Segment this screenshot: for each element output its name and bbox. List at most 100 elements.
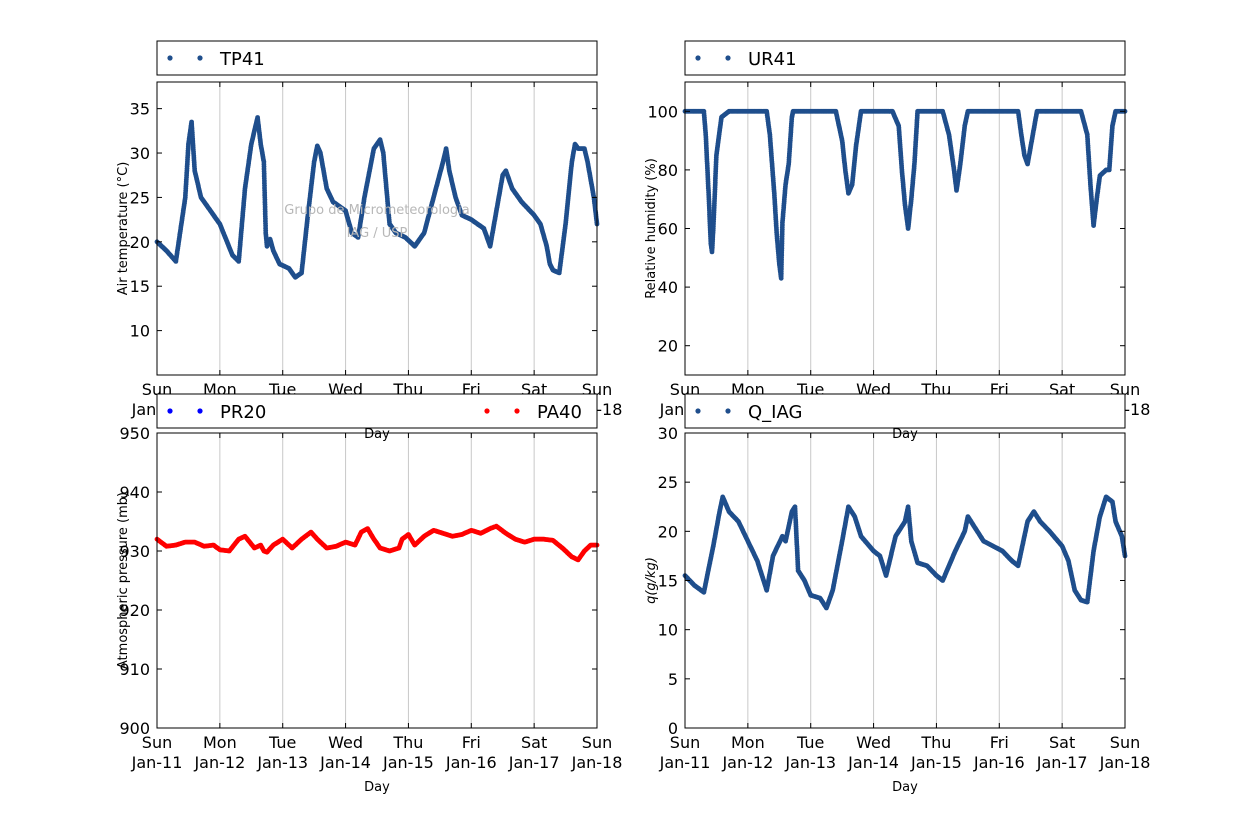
plot-frame <box>156 81 598 376</box>
chart-pressure: 900910920930940950SunJan-11MonJan-12TueJ… <box>116 424 622 795</box>
y-tick-label: 10 <box>130 322 150 341</box>
x-tick-date: Jan-14 <box>847 753 899 772</box>
y-tick-label: 20 <box>658 337 678 356</box>
y-tick-label: 60 <box>658 220 678 239</box>
x-tick-date: Jan-17 <box>508 753 560 772</box>
x-tick-date: Jan-16 <box>445 753 497 772</box>
legend-marker <box>725 55 731 61</box>
legend-humidity: UR41 <box>684 40 1126 76</box>
x-tick-date: Jan-13 <box>784 753 836 772</box>
series-PA40 <box>154 523 600 563</box>
x-axis-label: Day <box>892 780 918 795</box>
plot-frame <box>684 81 1126 376</box>
chart-humidity: 20406080100SunJan-11MonJan-12TueJan-13We… <box>644 81 1150 442</box>
x-tick-weekday: Mon <box>731 733 765 752</box>
legend-temperature: TP41 <box>156 40 598 76</box>
x-tick-weekday: Mon <box>203 733 237 752</box>
y-tick-label: 40 <box>658 278 678 297</box>
y-tick-label: 930 <box>119 542 150 561</box>
x-tick-date: Jan-15 <box>382 753 434 772</box>
chart-specific_humidity: 051015202530SunJan-11MonJan-12TueJan-13W… <box>644 424 1150 795</box>
legend-marker <box>197 55 203 61</box>
x-tick-weekday: Tue <box>796 733 824 752</box>
legend-label: TP41 <box>219 49 265 70</box>
x-tick-date: Jan-11 <box>659 753 711 772</box>
x-tick-weekday: Thu <box>392 733 423 752</box>
y-tick-label: 20 <box>130 233 150 252</box>
y-tick-label: 920 <box>119 601 150 620</box>
y-axis-label: Atmospheric pressure (mb) <box>116 492 131 669</box>
chart-temperature: 101520253035SunJan-11MonJan-12TueJan-13W… <box>116 81 622 442</box>
x-tick-weekday: Sun <box>1110 733 1140 752</box>
x-tick-weekday: Sun <box>582 733 612 752</box>
series-Q_IAG <box>682 494 1128 611</box>
y-tick-label: 15 <box>658 572 678 591</box>
x-tick-date: Jan-14 <box>319 753 371 772</box>
y-tick-label: 0 <box>668 719 678 738</box>
x-axis-label: Day <box>892 427 918 442</box>
legend-marker <box>695 408 701 414</box>
watermark-line2: IAG / USP <box>347 226 408 241</box>
x-tick-date: Jan-17 <box>1036 753 1088 772</box>
y-tick-label: 35 <box>130 100 150 119</box>
legend-box <box>156 393 598 429</box>
legend-box <box>684 40 1126 76</box>
y-tick-label: 950 <box>119 424 150 443</box>
y-axis-label: q(g/kg) <box>644 557 659 604</box>
series-TP41 <box>154 115 600 280</box>
x-tick-date: Jan-12 <box>721 753 773 772</box>
y-tick-label: 910 <box>119 660 150 679</box>
x-tick-weekday: Sun <box>670 733 700 752</box>
y-tick-label: 25 <box>658 473 678 492</box>
legend-marker <box>514 408 520 414</box>
legend-marker <box>484 408 490 414</box>
y-tick-label: 30 <box>658 424 678 443</box>
x-axis-label: Day <box>364 780 390 795</box>
legend-marker <box>725 408 731 414</box>
y-tick-label: 900 <box>119 719 150 738</box>
plot-frame <box>684 432 1126 729</box>
y-axis-label: Air temperature (°C) <box>116 162 131 296</box>
x-axis-label: Day <box>364 427 390 442</box>
legend-label: PA40 <box>537 402 582 423</box>
x-tick-weekday: Fri <box>990 733 1009 752</box>
legend-box <box>156 40 598 76</box>
y-axis-label: Relative humidity (%) <box>644 158 659 299</box>
y-tick-label: 20 <box>658 522 678 541</box>
y-tick-label: 5 <box>668 670 678 689</box>
x-tick-weekday: Wed <box>328 733 363 752</box>
y-tick-label: 30 <box>130 144 150 163</box>
series-UR41 <box>682 108 1128 281</box>
watermark: Grupo de Micrometeorologia IAG / USP <box>284 203 470 241</box>
x-tick-date: Jan-11 <box>131 753 183 772</box>
legend-marker <box>197 408 203 414</box>
x-tick-weekday: Tue <box>268 733 296 752</box>
x-tick-weekday: Fri <box>462 733 481 752</box>
y-tick-label: 80 <box>658 161 678 180</box>
legend-marker <box>167 55 173 61</box>
legend-box <box>684 393 1126 429</box>
watermark-line1: Grupo de Micrometeorologia <box>284 203 470 218</box>
x-tick-weekday: Sat <box>1049 733 1075 752</box>
legend-specific_humidity: Q_IAG <box>684 393 1126 429</box>
legend-marker <box>167 408 173 414</box>
y-tick-label: 10 <box>658 621 678 640</box>
y-tick-label: 940 <box>119 483 150 502</box>
legend-label: UR41 <box>748 49 797 70</box>
x-tick-weekday: Thu <box>920 733 951 752</box>
legend-marker <box>695 55 701 61</box>
legend-label: Q_IAG <box>748 402 802 423</box>
legend-pressure: PR20 PA40 <box>156 393 598 429</box>
x-tick-date: Jan-12 <box>193 753 245 772</box>
y-tick-label: 25 <box>130 188 150 207</box>
x-tick-date: Jan-16 <box>973 753 1025 772</box>
x-tick-date: Jan-18 <box>1099 753 1151 772</box>
x-tick-weekday: Sat <box>521 733 547 752</box>
x-tick-date: Jan-13 <box>256 753 308 772</box>
x-tick-weekday: Wed <box>856 733 891 752</box>
x-tick-date: Jan-18 <box>571 753 623 772</box>
plot-frame <box>156 432 598 729</box>
y-tick-label: 15 <box>130 277 150 296</box>
y-tick-label: 100 <box>647 102 678 121</box>
